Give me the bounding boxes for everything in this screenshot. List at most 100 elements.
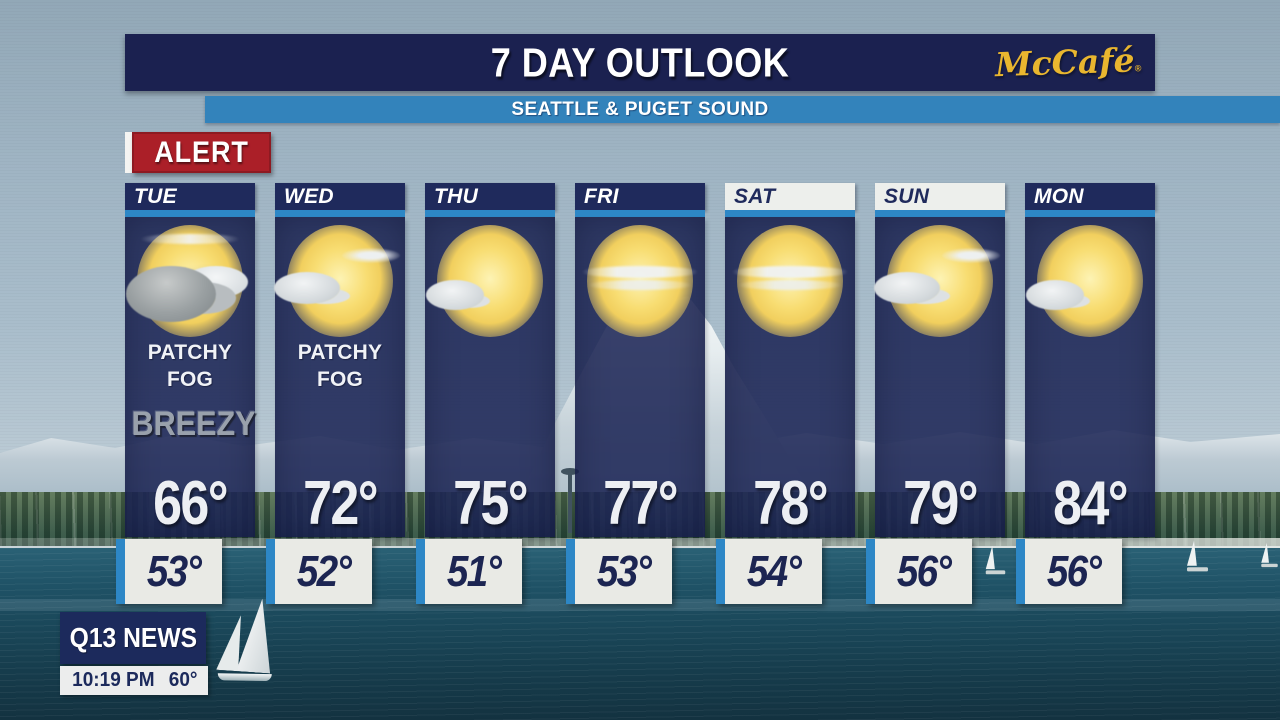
sailboat bbox=[1187, 540, 1208, 572]
header-accent-stripe bbox=[425, 210, 555, 217]
forecast-column-tue: TUE PATCHY FOG BREEZY 66° 53° bbox=[116, 183, 256, 604]
low-temp-box: 56° bbox=[866, 539, 972, 604]
day-header: SAT bbox=[725, 183, 855, 210]
forecast-column-mon: MON 84° 56° bbox=[1016, 183, 1155, 604]
low-temp-box: 53° bbox=[566, 539, 672, 604]
low-temp-box: 52° bbox=[266, 539, 372, 604]
cloud-glyph bbox=[588, 280, 692, 290]
space-needle-silhouette bbox=[560, 468, 580, 534]
high-temp: 77° bbox=[603, 469, 678, 538]
station-name: Q13 NEWS bbox=[69, 622, 197, 653]
low-temp: 52° bbox=[296, 546, 352, 596]
subtitle-bar: SEATTLE & PUGET SOUND bbox=[205, 96, 1280, 123]
sun-wispy-icon bbox=[582, 222, 698, 340]
day-header: THU bbox=[425, 183, 555, 210]
header-accent-stripe bbox=[1025, 210, 1155, 217]
cloud-glyph bbox=[126, 266, 216, 322]
header-accent-stripe bbox=[125, 210, 255, 217]
current-temp: 60° bbox=[168, 669, 198, 691]
day-header: TUE bbox=[125, 183, 255, 210]
low-temp: 51° bbox=[446, 546, 502, 596]
alert-label: ALERT bbox=[154, 135, 249, 169]
low-temp: 54° bbox=[746, 546, 802, 596]
condition-label: PATCHY FOG bbox=[147, 341, 233, 391]
condition-label: PATCHY FOG bbox=[297, 341, 383, 391]
forecast-panel: 77° bbox=[575, 217, 705, 537]
sailboat bbox=[211, 596, 289, 695]
low-temp-box: 54° bbox=[716, 539, 822, 604]
low-temp: 56° bbox=[1046, 546, 1102, 596]
header-accent-stripe bbox=[575, 210, 705, 217]
cloud-glyph bbox=[738, 280, 842, 290]
title-banner: 7 DAY OUTLOOK McCafé® bbox=[125, 34, 1155, 91]
cloud-glyph bbox=[274, 272, 340, 304]
high-temp: 79° bbox=[903, 469, 978, 538]
low-temp: 56° bbox=[896, 546, 952, 596]
cloud-glyph bbox=[732, 266, 848, 278]
low-temp-box: 56° bbox=[1016, 539, 1122, 604]
cloud-glyph bbox=[874, 272, 940, 304]
low-box-accent bbox=[1016, 539, 1025, 604]
forecast-column-wed: WED PATCHY FOG 72° 52° bbox=[266, 183, 405, 604]
cloud-glyph bbox=[942, 248, 1000, 263]
sponsor-name: McCafé bbox=[994, 39, 1135, 84]
low-temp-box: 53° bbox=[116, 539, 222, 604]
forecast-column-thu: THU 75° 51° bbox=[416, 183, 555, 604]
forecast-panel: PATCHY FOG BREEZY 66° bbox=[125, 217, 256, 538]
sun-small-cloud-icon bbox=[1026, 222, 1148, 340]
sun-big-cloud-icon bbox=[126, 222, 248, 340]
header-accent-stripe bbox=[875, 210, 1005, 217]
high-temp: 84° bbox=[1053, 469, 1128, 538]
station-logo: Q13 NEWS bbox=[60, 612, 206, 664]
high-temp: 78° bbox=[753, 469, 828, 538]
day-header: WED bbox=[275, 183, 405, 210]
low-temp: 53° bbox=[596, 546, 652, 596]
low-box-accent bbox=[116, 539, 125, 604]
registered-mark: ® bbox=[1134, 62, 1142, 73]
high-temp: 66° bbox=[153, 469, 228, 538]
high-temp: 75° bbox=[453, 469, 528, 538]
sun-wispy-icon bbox=[732, 222, 848, 340]
header-accent-stripe bbox=[275, 210, 405, 217]
sun-two-clouds-icon bbox=[874, 222, 1000, 340]
low-temp-box: 51° bbox=[416, 539, 522, 604]
subtitle: SEATTLE & PUGET SOUND bbox=[511, 98, 769, 120]
low-box-accent bbox=[566, 539, 575, 604]
mccafe-logo: McCafé® bbox=[994, 40, 1141, 84]
cloud-glyph bbox=[342, 248, 400, 263]
day-header: FRI bbox=[575, 183, 705, 210]
cloud-glyph bbox=[140, 234, 240, 244]
forecast-panel: 75° bbox=[425, 217, 555, 537]
low-box-accent bbox=[866, 539, 875, 604]
day-header: MON bbox=[1025, 183, 1155, 210]
forecast-panel: 84° bbox=[1025, 217, 1155, 537]
alert-badge: ALERT bbox=[125, 132, 271, 173]
cloud-glyph bbox=[1026, 280, 1084, 310]
sun-two-clouds-icon bbox=[274, 222, 400, 340]
header-accent-stripe bbox=[725, 210, 855, 217]
low-box-accent bbox=[266, 539, 275, 604]
wind-label: BREEZY bbox=[131, 405, 256, 443]
page-title: 7 DAY OUTLOOK bbox=[490, 39, 790, 85]
forecast-panel: PATCHY FOG 72° bbox=[274, 217, 405, 538]
forecast-panel: 79° bbox=[874, 217, 1005, 538]
alert-box: ALERT bbox=[132, 132, 271, 173]
alert-accent-bar bbox=[125, 132, 132, 173]
cloud-glyph bbox=[426, 280, 484, 310]
forecast-column-sat: SAT 78° 54° bbox=[716, 183, 855, 604]
forecast-panel: 78° bbox=[725, 217, 855, 537]
low-box-accent bbox=[716, 539, 725, 604]
low-temp: 53° bbox=[146, 546, 202, 596]
cloud-glyph bbox=[582, 266, 698, 278]
sun-small-cloud-icon bbox=[426, 222, 548, 340]
low-box-accent bbox=[416, 539, 425, 604]
time-temp-bar: 10:19 PM 60° bbox=[60, 666, 208, 695]
day-header: SUN bbox=[875, 183, 1005, 210]
high-temp: 72° bbox=[303, 469, 378, 538]
forecast-column-fri: FRI 77° 53° bbox=[566, 183, 705, 604]
sailboat bbox=[985, 545, 1006, 575]
clock-time: 10:19 PM bbox=[71, 669, 155, 691]
forecast-column-sun: SUN 79° 56° bbox=[866, 183, 1005, 604]
sailboat bbox=[1261, 542, 1278, 568]
